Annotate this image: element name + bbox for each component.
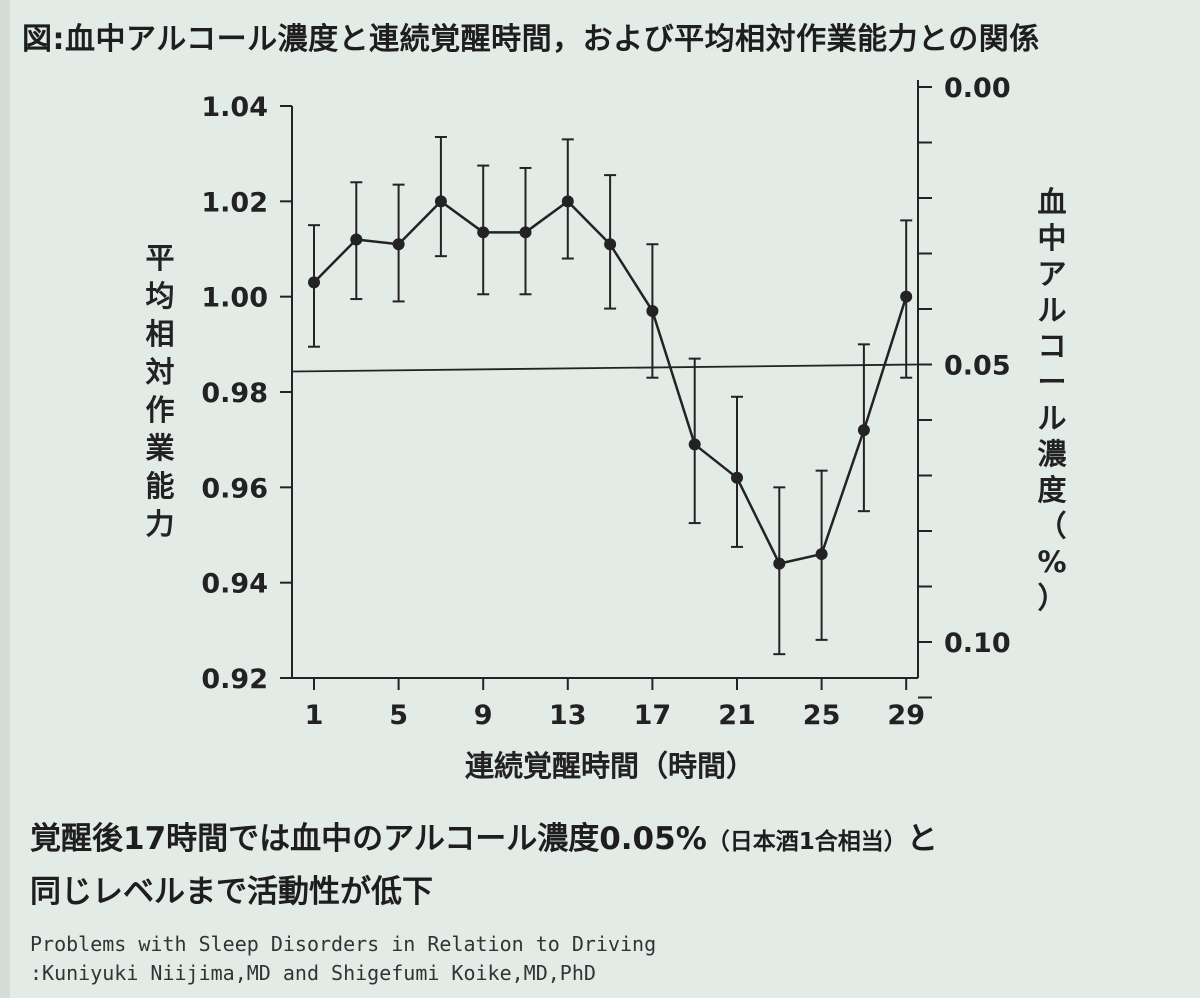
source-line-1: Problems with Sleep Disorders in Relatio… bbox=[30, 932, 657, 956]
x-tick-label: 13 bbox=[549, 700, 587, 731]
x-tick-label: 21 bbox=[718, 700, 756, 731]
source-credit: Problems with Sleep Disorders in Relatio… bbox=[30, 930, 656, 988]
data-point bbox=[815, 548, 828, 561]
figure-title: 図:血中アルコール濃度と連続覚醒時間，および平均相対作業能力との関係 bbox=[22, 22, 1040, 57]
x-tick-label: 25 bbox=[803, 700, 841, 731]
caption-line-1-end: と bbox=[906, 821, 938, 857]
data-point bbox=[773, 557, 786, 570]
right-tick-label: 0.00 bbox=[944, 73, 1011, 104]
caption: 覚醒後17時間では血中のアルコール濃度0.05%（日本酒1合相当）と 同じレベル… bbox=[30, 814, 938, 917]
x-tick-label: 9 bbox=[474, 700, 493, 731]
right-tick-label: 0.10 bbox=[944, 628, 1011, 659]
data-point bbox=[604, 238, 617, 251]
error-bars bbox=[308, 135, 913, 656]
data-point bbox=[392, 238, 405, 251]
data-point bbox=[308, 276, 320, 289]
x-axis-title: 連続覚醒時間（時間） bbox=[465, 749, 755, 783]
axis-labels: 0.92 0.94 0.96 0.98 1.00 1.02 1.04 0.00 0.05 0.10… bbox=[145, 73, 1067, 783]
caption-line-1: 覚醒後17時間では血中のアルコール濃度0.05%（日本酒1合相当）と bbox=[30, 814, 938, 867]
left-tick-label: 0.96 bbox=[201, 473, 268, 504]
data-point bbox=[900, 290, 913, 303]
caption-line-1-note: （日本酒1合相当） bbox=[706, 829, 907, 855]
y-left-axis-title: 平均相対作業能力 bbox=[145, 241, 174, 541]
right-tick-label: 0.05 bbox=[944, 351, 1011, 382]
data-point bbox=[434, 195, 447, 208]
reference-line-bac-005 bbox=[291, 363, 919, 373]
data-points bbox=[308, 195, 913, 570]
caption-line-2: 同じレベルまで活動性が低下 bbox=[30, 874, 433, 910]
chart: 0.92 0.94 0.96 0.98 1.00 1.02 1.04 0.00 0.05 0.10… bbox=[145, 73, 1067, 783]
left-tick-label: 0.98 bbox=[201, 378, 268, 409]
data-point bbox=[350, 233, 363, 246]
x-tick-label: 5 bbox=[389, 700, 408, 731]
data-point bbox=[688, 438, 701, 451]
data-point bbox=[477, 226, 490, 239]
page-edge bbox=[0, 0, 10, 998]
x-tick-label: 17 bbox=[634, 700, 672, 731]
y-right-axis-title: 血中アルコール濃度（%） bbox=[1037, 185, 1067, 615]
x-tick-label: 29 bbox=[887, 700, 925, 731]
reference-line-group bbox=[291, 363, 919, 373]
x-tick-label: 1 bbox=[305, 700, 324, 731]
data-point bbox=[519, 226, 532, 239]
data-point bbox=[857, 424, 870, 437]
data-point bbox=[646, 304, 659, 317]
left-tick-label: 1.04 bbox=[201, 92, 268, 123]
data-point bbox=[731, 471, 743, 484]
source-line-2: :Kuniyuki Niijima,MD and Shigefumi Koike… bbox=[30, 961, 596, 985]
left-tick-label: 0.94 bbox=[201, 569, 268, 600]
left-tick-label: 1.00 bbox=[201, 283, 268, 314]
left-tick-label: 0.92 bbox=[201, 664, 268, 695]
left-tick-label: 1.02 bbox=[201, 187, 268, 218]
chart-axes bbox=[280, 80, 932, 699]
caption-line-1-main: 覚醒後17時間では血中のアルコール濃度0.05% bbox=[30, 821, 707, 857]
data-point bbox=[561, 195, 574, 208]
